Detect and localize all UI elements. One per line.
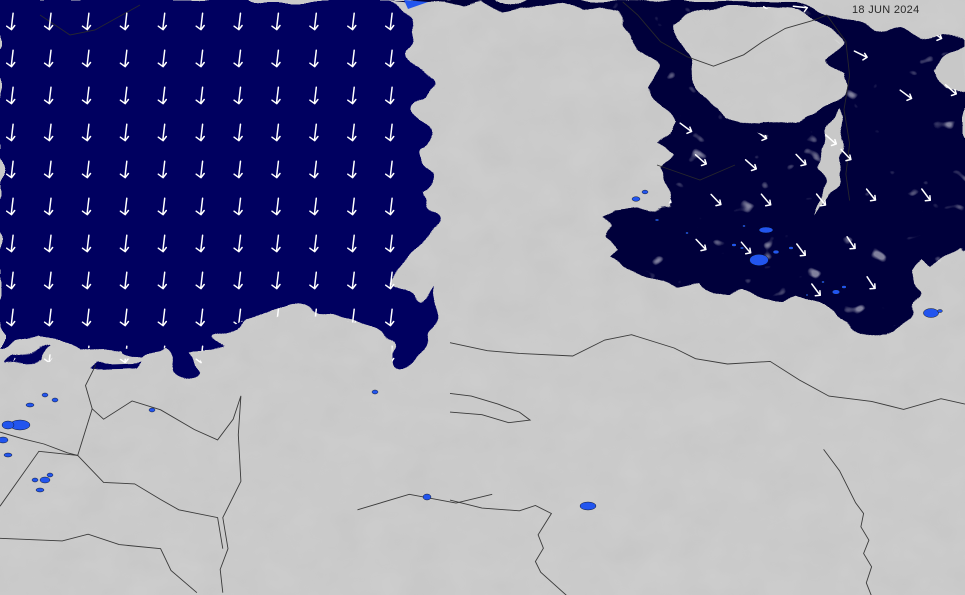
- svg-text:18 JUN 2024: 18 JUN 2024: [852, 4, 920, 16]
